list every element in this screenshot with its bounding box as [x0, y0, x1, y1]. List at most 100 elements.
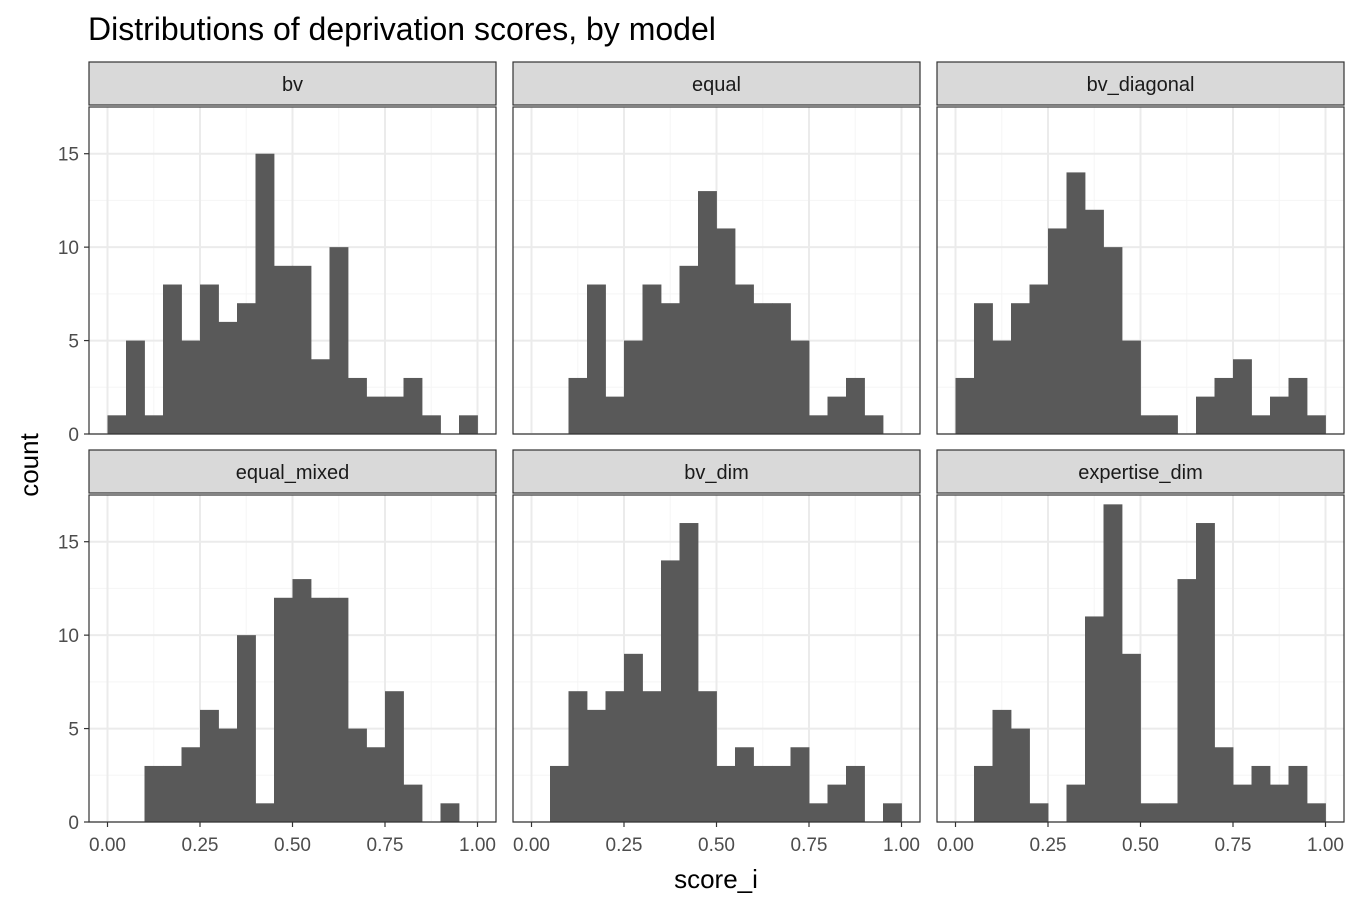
histogram-bar	[698, 191, 717, 434]
histogram-bar	[1103, 504, 1123, 822]
histogram-bar	[218, 321, 238, 434]
histogram-bar	[1251, 415, 1271, 434]
histogram-bar	[1048, 228, 1067, 434]
histogram-bar	[1196, 523, 1215, 822]
x-tick-label: 0.25	[606, 835, 643, 856]
x-tick-label: 1.00	[883, 835, 920, 856]
facet-strip-label: bv_dim	[684, 462, 748, 484]
histogram-bar	[605, 691, 625, 822]
y-axis-title-group: count	[14, 432, 44, 496]
histogram-bar	[568, 377, 588, 434]
histogram-bar	[274, 597, 293, 822]
histogram-bar	[1140, 415, 1160, 434]
histogram-bar	[1233, 359, 1252, 434]
histogram-bar	[440, 803, 460, 822]
y-tick-label: 15	[58, 145, 79, 166]
facet-panel-bv: bv 0 5 10 15	[58, 61, 497, 446]
histogram-bar	[1159, 803, 1178, 822]
histogram-bar	[624, 653, 643, 822]
histogram-bar	[1233, 784, 1252, 822]
y-tick-label: 15	[58, 533, 79, 554]
histogram-bar	[955, 377, 975, 434]
histogram-bar	[348, 728, 367, 822]
histogram-bar	[587, 284, 606, 434]
facet-panel-equal: equal	[512, 61, 921, 435]
y-tick-label: 5	[68, 332, 79, 353]
histogram-bar	[366, 396, 386, 434]
panel-border	[936, 106, 1345, 435]
histogram-bar	[1122, 653, 1141, 822]
histogram-bar	[642, 284, 662, 434]
x-tick-label: 0.75	[1215, 835, 1252, 856]
histogram-bar	[772, 303, 791, 434]
histogram-bar	[403, 377, 423, 434]
x-tick-label: 0.00	[937, 835, 974, 856]
histogram-bar	[716, 228, 736, 434]
facet-strip-label: bv_diagonal	[1087, 74, 1195, 96]
histogram-bar	[1307, 415, 1326, 434]
histogram-bar	[550, 765, 569, 822]
histogram-bar	[422, 415, 441, 434]
facet-strip	[88, 61, 497, 106]
histogram-bar	[1066, 784, 1086, 822]
x-tick-label: 0.00	[513, 835, 550, 856]
histogram-bar	[790, 340, 810, 434]
facet-panel-bv-diagonal: bv_diagonal	[936, 61, 1345, 435]
x-tick-label: 0.75	[367, 835, 404, 856]
histogram-bar	[1011, 728, 1030, 822]
histogram-bar	[329, 597, 349, 822]
histogram-bar	[292, 265, 312, 434]
histogram-bar	[1085, 616, 1104, 822]
histogram-bar	[218, 728, 238, 822]
y-axis-title: count	[14, 432, 44, 496]
x-tick-label: 0.50	[698, 835, 735, 856]
histogram-bar	[1214, 377, 1234, 434]
y-tick-label: 10	[58, 626, 79, 647]
facet-panel-equal-mixed: equal_mixed 0 5 10 15 0.00 0.25 0.50 0.75 1.00	[58, 449, 497, 856]
histogram-bar	[1159, 415, 1178, 434]
histogram-bar	[624, 340, 643, 434]
histogram-bar	[1270, 396, 1289, 434]
histogram-bar	[1029, 803, 1049, 822]
facet-strip	[936, 449, 1345, 494]
histogram-bar	[311, 597, 330, 822]
histogram-bar	[1011, 303, 1030, 434]
histogram-bar	[311, 359, 330, 434]
histogram-bar	[1288, 377, 1308, 434]
histogram-bar	[809, 415, 828, 434]
histogram-bar	[255, 153, 275, 434]
histogram-bar	[292, 579, 312, 822]
histogram-bar	[1288, 765, 1308, 822]
histogram-bar	[735, 747, 754, 822]
facet-strip	[512, 61, 921, 106]
facet-panel-expertise-dim: expertise_dim 0.00 0.25 0.50 0.75 1.00	[936, 449, 1345, 856]
x-axis-title: score_i	[674, 864, 758, 894]
histogram-bar	[974, 303, 993, 434]
y-tick-label: 0	[68, 425, 79, 446]
histogram-bar	[1214, 747, 1234, 822]
histogram-bar	[864, 415, 884, 434]
y-tick-label: 10	[58, 238, 79, 259]
histogram-bar	[846, 765, 865, 822]
histogram-bar	[809, 803, 828, 822]
histogram-bar	[992, 709, 1012, 822]
histogram-bar	[790, 747, 810, 822]
histogram-bar	[698, 691, 717, 822]
x-tick-label: 0.00	[89, 835, 126, 856]
facet-strip-label: expertise_dim	[1078, 462, 1203, 484]
histogram-bar	[255, 803, 275, 822]
histogram-bar	[107, 415, 127, 434]
histogram-bar	[200, 709, 219, 822]
x-tick-label: 0.75	[791, 835, 828, 856]
histogram-bar	[237, 303, 256, 434]
x-tick-label: 0.50	[1122, 835, 1159, 856]
histogram-bar	[126, 340, 145, 434]
histogram-bar	[1103, 247, 1123, 434]
histogram-bar	[883, 803, 902, 822]
histogram-bar	[679, 265, 699, 434]
histogram-bar	[144, 415, 164, 434]
y-tick-label: 0	[68, 813, 79, 834]
histogram-bar	[1085, 209, 1104, 434]
histogram-bar	[716, 765, 736, 822]
